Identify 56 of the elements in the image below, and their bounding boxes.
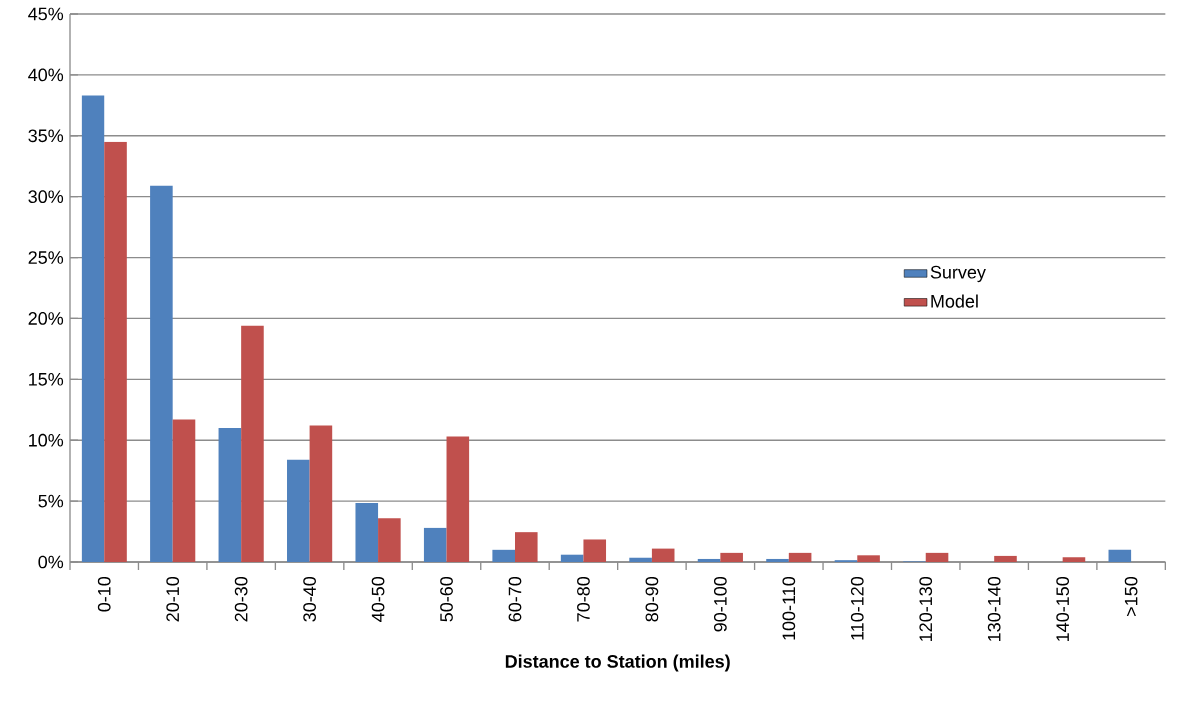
y-tick-label: 30% — [28, 190, 64, 204]
y-tick-label: 15% — [29, 373, 64, 386]
x-tick-label: 50-60 — [440, 576, 453, 622]
bar — [788, 552, 812, 562]
bar — [720, 552, 743, 562]
bar — [1062, 557, 1086, 562]
y-tick-label: 20% — [28, 312, 64, 325]
x-tick-label: 90-100 — [713, 576, 727, 632]
x-tick-label: 20-30 — [234, 576, 248, 622]
bar — [514, 532, 538, 562]
bar — [287, 459, 310, 562]
bar — [766, 558, 789, 562]
x-tick-label: 140-150 — [1056, 576, 1070, 641]
y-tick-label: 5% — [38, 494, 64, 508]
bar — [218, 428, 242, 562]
x-axis-title: Distance to Station (miles) — [505, 654, 730, 672]
bar — [355, 502, 379, 562]
bar — [81, 95, 105, 562]
bar — [925, 552, 949, 562]
bar — [560, 554, 584, 562]
bar — [492, 549, 515, 562]
bar — [241, 325, 264, 562]
y-tick-label: 0% — [38, 555, 64, 569]
bar — [651, 548, 675, 562]
x-tick-label: 20-10 — [166, 576, 180, 622]
legend-label: Survey — [930, 265, 986, 283]
x-tick-label: 60-70 — [508, 576, 522, 622]
bar — [629, 557, 652, 562]
y-tick-label: 40% — [28, 68, 64, 82]
y-tick-label: 35% — [28, 129, 64, 143]
x-tick-label: 110-120 — [850, 576, 864, 640]
bar — [1108, 549, 1132, 562]
bar — [423, 527, 447, 562]
bar — [446, 436, 470, 562]
y-tick-label: 10% — [29, 433, 64, 447]
y-tick-label: 25% — [28, 251, 64, 264]
x-tick-label: 130-140 — [987, 576, 1001, 641]
bar — [697, 558, 721, 562]
bar — [104, 141, 127, 562]
bar — [857, 555, 880, 562]
bar — [150, 185, 173, 562]
y-tick-label: 45% — [28, 7, 64, 21]
x-tick-label: >150 — [1124, 576, 1138, 616]
x-tick-label: 80-90 — [645, 576, 659, 622]
x-tick-label: 0-10 — [97, 576, 111, 612]
x-tick-label: 30-40 — [303, 576, 316, 622]
bar — [994, 555, 1017, 562]
x-tick-label: 40-50 — [371, 576, 385, 622]
bar — [583, 539, 607, 562]
x-tick-label: 120-130 — [919, 576, 933, 641]
bar — [309, 425, 333, 562]
x-tick-label: 70-80 — [577, 576, 590, 622]
legend-label: Model — [931, 294, 978, 308]
x-tick-label: 100-110 — [782, 576, 796, 640]
bar — [378, 518, 401, 562]
bar — [172, 419, 196, 562]
